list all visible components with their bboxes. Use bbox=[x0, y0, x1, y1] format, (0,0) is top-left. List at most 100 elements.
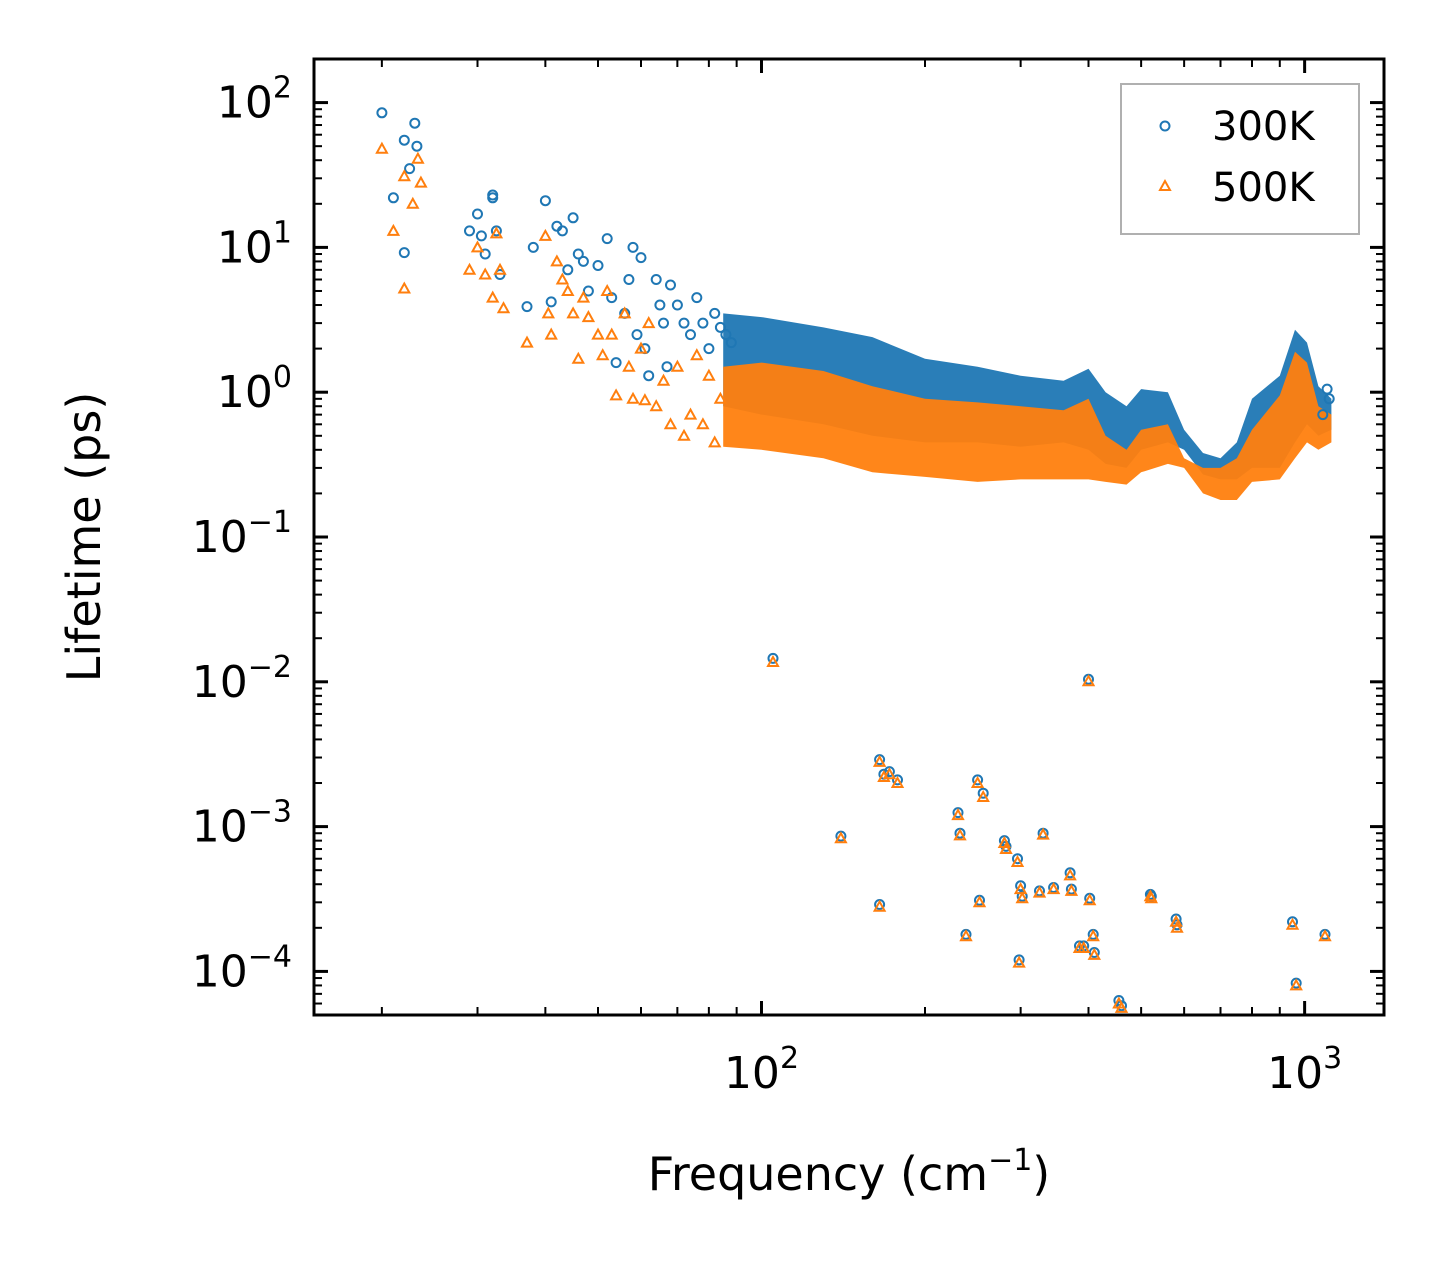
point-300K bbox=[592, 260, 604, 271]
x-tick-labels: 102 103 bbox=[724, 1041, 1342, 1099]
point-500K bbox=[1010, 854, 1025, 867]
y-tick-label: 10−1 bbox=[192, 505, 292, 563]
point-500K bbox=[634, 341, 648, 354]
legend: 300K 500K bbox=[1120, 83, 1360, 235]
y-tick-label: 101 bbox=[217, 215, 292, 273]
point-500K bbox=[953, 828, 967, 841]
point-300K bbox=[678, 317, 690, 329]
point-500K bbox=[1083, 893, 1097, 906]
point-500K bbox=[834, 831, 848, 844]
y-tick-label: 10−3 bbox=[192, 795, 292, 853]
density-bands bbox=[723, 313, 1332, 500]
point-300K bbox=[475, 230, 487, 242]
point-300K bbox=[487, 189, 499, 201]
point-300K bbox=[972, 774, 984, 786]
point-300K bbox=[411, 140, 423, 152]
point-300K bbox=[567, 212, 579, 224]
point-300K bbox=[1012, 853, 1023, 865]
point-500K bbox=[581, 310, 596, 323]
point-300K bbox=[556, 225, 568, 237]
point-300K bbox=[539, 195, 551, 207]
y-tick-label: 102 bbox=[217, 71, 292, 129]
point-300K bbox=[697, 317, 709, 329]
point-500K bbox=[1289, 978, 1303, 991]
point-300K bbox=[409, 117, 421, 129]
legend-label-500K: 500K bbox=[1212, 165, 1316, 211]
point-300K bbox=[398, 247, 410, 259]
point-300K bbox=[601, 233, 613, 245]
point-300K bbox=[1287, 916, 1298, 928]
point-300K bbox=[572, 248, 584, 260]
point-300K bbox=[582, 285, 594, 297]
point-500K bbox=[478, 267, 492, 280]
point-300K bbox=[472, 208, 483, 220]
point-500K bbox=[541, 306, 555, 319]
point-500K bbox=[520, 335, 534, 348]
point-500K bbox=[1013, 882, 1028, 895]
point-500K bbox=[882, 767, 897, 780]
point-500K bbox=[411, 151, 425, 164]
point-500K bbox=[1032, 885, 1047, 898]
point-300K bbox=[654, 299, 666, 311]
point-300K bbox=[643, 370, 655, 382]
point-500K bbox=[690, 348, 704, 361]
point-300K bbox=[1323, 393, 1335, 405]
point-300K bbox=[1317, 409, 1329, 421]
point-500K bbox=[713, 391, 728, 404]
point-500K bbox=[605, 327, 619, 340]
point-300K bbox=[545, 296, 557, 308]
point-500K bbox=[1114, 1000, 1129, 1013]
point-300K bbox=[577, 255, 589, 267]
point-500K bbox=[1086, 929, 1100, 942]
point-500K bbox=[493, 262, 507, 275]
point-500K bbox=[890, 775, 905, 788]
point-500K bbox=[683, 407, 698, 420]
point-500K bbox=[1015, 891, 1029, 904]
point-300K bbox=[623, 274, 635, 285]
point-300K bbox=[661, 361, 673, 373]
point-300K bbox=[631, 329, 643, 341]
point-500K bbox=[1012, 955, 1026, 968]
y-tick-labels: 102 101 100 10−1 10−2 10−3 10−4 bbox=[192, 71, 292, 998]
point-500K bbox=[462, 262, 477, 275]
point-500K bbox=[663, 417, 678, 430]
y-axis-label: Lifetime (ps) bbox=[57, 392, 111, 683]
point-300K bbox=[1015, 880, 1027, 892]
legend-box bbox=[1120, 83, 1360, 235]
point-300K bbox=[562, 264, 574, 276]
point-500K bbox=[538, 228, 553, 241]
point-500K bbox=[872, 754, 887, 767]
point-300K bbox=[464, 225, 475, 237]
point-500K bbox=[1063, 868, 1077, 881]
point-500K bbox=[999, 841, 1013, 854]
point-500K bbox=[571, 351, 585, 364]
point-500K bbox=[1036, 827, 1050, 840]
point-300K bbox=[709, 307, 721, 319]
point-500K bbox=[1087, 947, 1101, 960]
point-300K bbox=[610, 357, 622, 369]
point-300K bbox=[398, 134, 410, 146]
point-300K bbox=[725, 337, 737, 349]
point-500K bbox=[496, 301, 511, 314]
x-axis-label: Frequency (cm−1) bbox=[648, 1143, 1051, 1201]
point-300K bbox=[521, 301, 533, 313]
point-500K bbox=[591, 327, 605, 340]
point-500K bbox=[1077, 940, 1091, 953]
point-500K bbox=[470, 240, 485, 253]
point-500K bbox=[486, 290, 500, 303]
point-500K bbox=[670, 359, 685, 372]
legend-label-300K: 300K bbox=[1212, 104, 1316, 150]
point-500K bbox=[618, 306, 632, 319]
point-300K bbox=[1064, 867, 1076, 879]
point-300K bbox=[635, 252, 647, 264]
point-300K bbox=[658, 317, 669, 329]
point-500K bbox=[1064, 883, 1079, 896]
point-300K bbox=[527, 241, 539, 253]
y-tick-label: 100 bbox=[217, 360, 292, 418]
band-300K bbox=[723, 313, 1332, 480]
point-500K bbox=[596, 348, 610, 361]
point-500K bbox=[656, 373, 671, 386]
point-500K bbox=[951, 808, 965, 821]
point-500K bbox=[1285, 917, 1300, 930]
